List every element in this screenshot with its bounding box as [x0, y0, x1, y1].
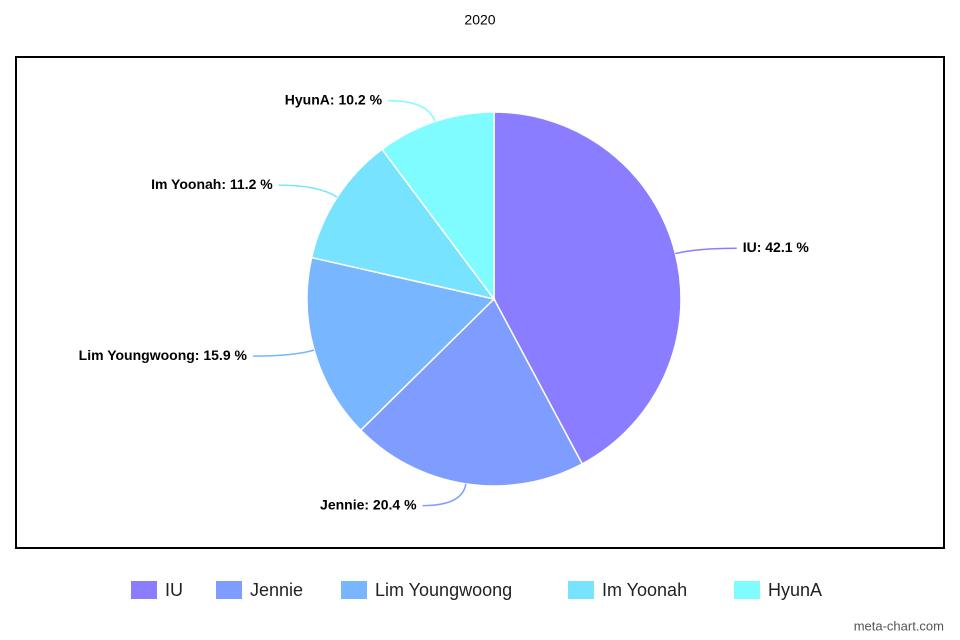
leader-line — [388, 99, 436, 122]
leader-line — [278, 184, 338, 198]
pie-slice — [380, 111, 495, 302]
data-label: IU: 42.1 % — [743, 239, 810, 255]
pie-slice — [310, 148, 496, 301]
legend-swatch — [734, 581, 760, 599]
leader-line — [675, 247, 737, 255]
leader-line — [422, 483, 467, 507]
legend-swatch — [131, 581, 157, 599]
legend-label: Im Yoonah — [602, 580, 687, 600]
legend-label: Jennie — [250, 580, 303, 600]
pie-slice — [306, 256, 496, 432]
chart-title: 2020 — [464, 12, 495, 28]
legend-label: IU — [165, 580, 183, 600]
data-label: Im Yoonah: 11.2 % — [151, 176, 273, 192]
data-label: Lim Youngwoong: 15.9 % — [79, 347, 248, 363]
legend-swatch — [568, 581, 594, 599]
data-label: HyunA: 10.2 % — [285, 91, 383, 107]
legend-label: Lim Youngwoong — [375, 580, 512, 600]
legend-swatch — [341, 581, 367, 599]
watermark: meta-chart.com — [854, 618, 944, 633]
plot-frame — [15, 56, 945, 549]
legend-swatch — [216, 581, 242, 599]
leader-line — [252, 349, 315, 357]
legend-label: HyunA — [768, 580, 822, 600]
data-label: Jennie: 20.4 % — [320, 496, 417, 512]
pie-slice — [359, 297, 584, 487]
